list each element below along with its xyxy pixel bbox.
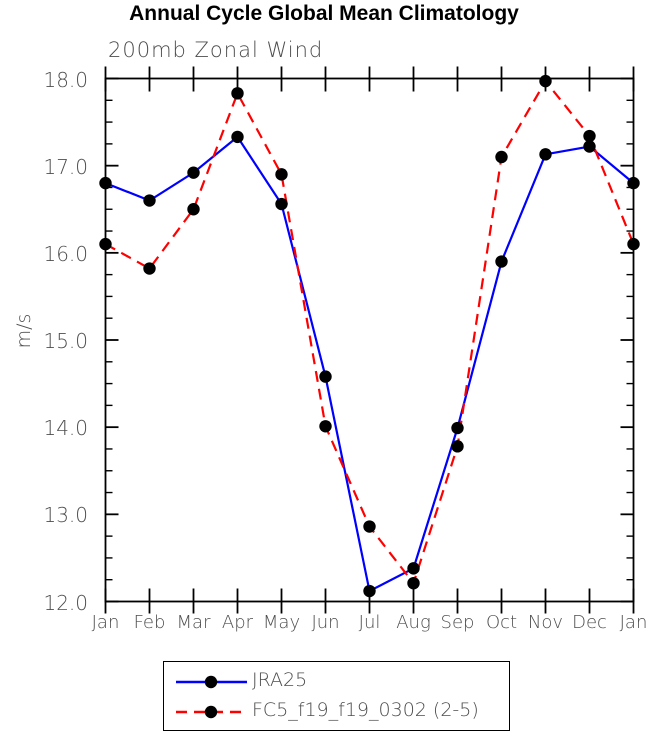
x-tick-label: Jun: [311, 612, 340, 633]
data-point: [583, 129, 596, 143]
data-point: [231, 87, 244, 100]
x-tick-label: Sep: [440, 612, 475, 633]
y-tick-label: 16.0: [43, 241, 88, 266]
data-point: [539, 148, 552, 161]
legend-line-sample-0: [176, 675, 247, 689]
data-point: [363, 520, 376, 533]
series-line-1: [104, 79, 635, 586]
x-tick-label: May: [262, 612, 301, 633]
x-tick-label: Oct: [485, 612, 518, 633]
x-tick-label: Mar: [176, 612, 211, 633]
x-tick-label: Nov: [527, 612, 564, 633]
x-tick-label: Jan: [619, 612, 648, 633]
x-tick-label: Aug: [396, 612, 431, 633]
data-point: [231, 130, 244, 144]
data-point: [319, 420, 332, 433]
legend-label-1: FC5_f19_f19_0302 (2-5): [252, 699, 479, 721]
legend-line-sample-1: [176, 705, 247, 719]
chart-title: Annual Cycle Global Mean Climatology: [129, 2, 519, 25]
data-point: [187, 166, 200, 179]
y-tick-label: 17.0: [43, 154, 88, 179]
data-point: [495, 255, 508, 268]
data-point: [99, 176, 112, 190]
legend-entry-jra25: JRA25: [164, 667, 509, 697]
data-point: [407, 576, 420, 590]
legend: JRA25 FC5_f19_f19_0302 (2-5): [163, 661, 510, 731]
data-point: [275, 168, 288, 181]
legend-marker-0: [204, 675, 218, 689]
y-tick-label: 18.0: [43, 67, 88, 92]
data-point: [143, 262, 156, 275]
y-tick-label: 12.0: [43, 590, 88, 615]
data-point: [407, 562, 420, 575]
data-point: [583, 140, 596, 153]
chart-subtitle: 200mb Zonal Wind: [108, 38, 324, 62]
y-tick-label: 15.0: [43, 329, 88, 353]
data-point: [451, 421, 464, 435]
x-tick-label: Apr: [221, 612, 254, 633]
data-point: [363, 584, 376, 598]
data-point: [627, 176, 640, 190]
data-point: [187, 203, 200, 216]
legend-marker-1: [204, 705, 218, 719]
x-tick-label: Dec: [572, 612, 607, 633]
x-tick-label: Jan: [91, 612, 120, 633]
legend-entry-fc5: FC5_f19_f19_0302 (2-5): [164, 697, 509, 727]
data-point: [539, 74, 552, 88]
data-point: [99, 237, 112, 251]
data-point: [451, 440, 464, 453]
data-point: [627, 237, 640, 251]
x-tick-label: Feb: [133, 612, 166, 633]
y-tick-label: 14.0: [43, 416, 88, 441]
data-point: [495, 150, 508, 164]
y-tick-label: 13.0: [43, 503, 88, 528]
data-point: [319, 370, 332, 383]
data-point: [143, 194, 156, 207]
legend-label-0: JRA25: [252, 669, 308, 691]
data-point: [275, 197, 288, 211]
x-tick-label: Jul: [358, 612, 381, 633]
